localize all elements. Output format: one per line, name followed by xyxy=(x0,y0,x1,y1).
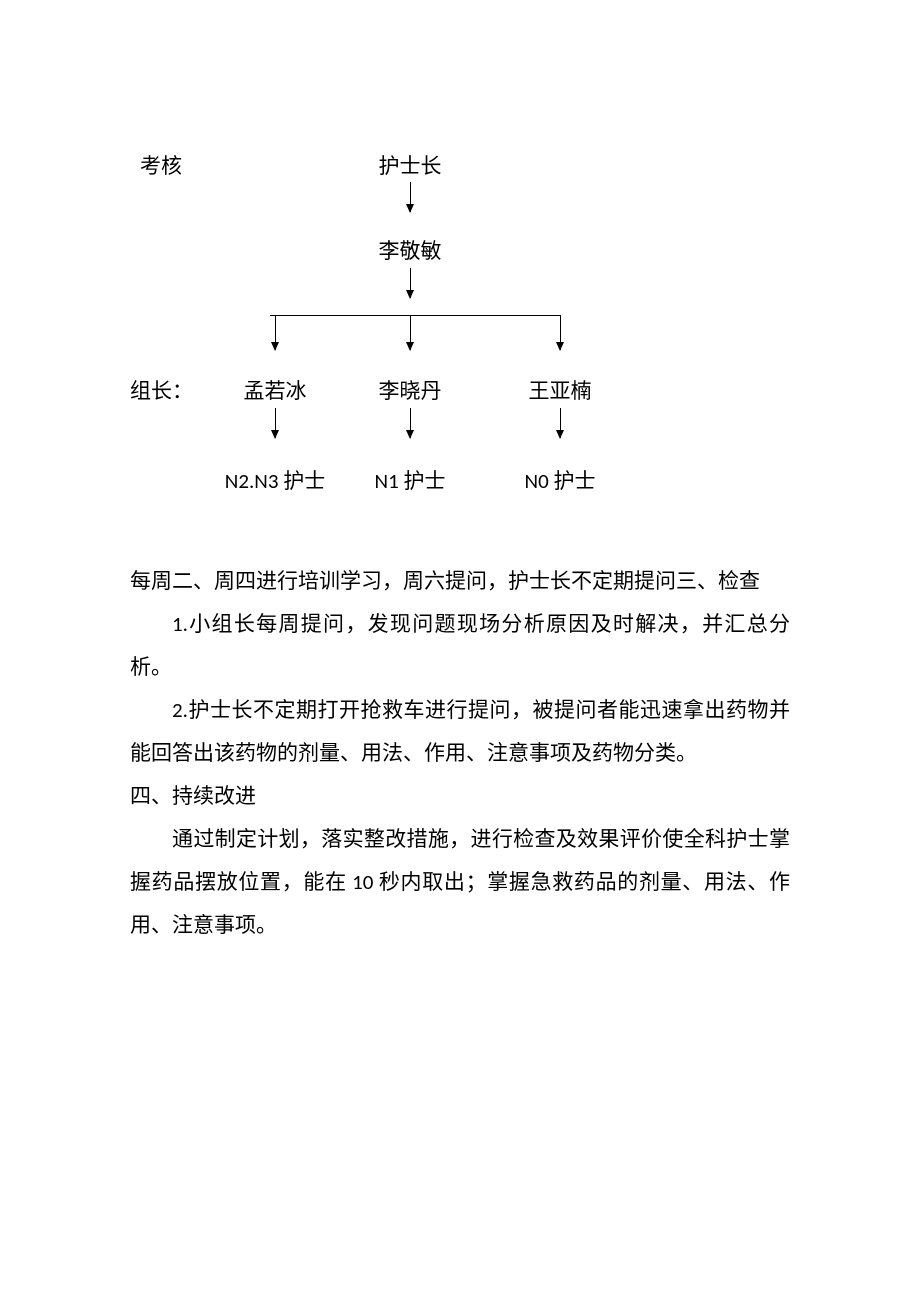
node-second: 李敬敏 xyxy=(379,235,442,265)
paragraph: 1.小组长每周提问，发现问题现场分析原因及时解决，并汇总分析。 xyxy=(130,603,790,689)
node-top: 护士长 xyxy=(379,150,442,180)
label-exam: 考核 xyxy=(140,150,182,180)
arrow xyxy=(275,315,276,350)
arrow xyxy=(410,268,411,298)
hline xyxy=(270,315,560,316)
node-leader-0: 孟若冰 xyxy=(244,375,307,405)
arrow xyxy=(560,408,561,438)
node-bottom-0: N2.N3 护士 xyxy=(225,465,325,495)
arrow xyxy=(275,408,276,438)
arrow xyxy=(410,408,411,438)
node-bottom-2: N0 护士 xyxy=(525,465,596,495)
node-bottom-1: N1 护士 xyxy=(375,465,446,495)
node-leader-1: 李晓丹 xyxy=(379,375,442,405)
arrow xyxy=(560,315,561,350)
body-text: 每周二、周四进行培训学习，周六提问，护士长不定期提问三、检查 1.小组长每周提问… xyxy=(130,560,790,947)
paragraph: 2.护士长不定期打开抢救车进行提问，被提问者能迅速拿出药物并能回答出该药物的剂量… xyxy=(130,689,790,775)
heading: 四、持续改进 xyxy=(130,775,790,818)
paragraph: 通过制定计划，落实整改措施，进行检查及效果评价使全科护士掌握药品摆放位置，能在 … xyxy=(130,818,790,947)
arrow xyxy=(410,315,411,350)
paragraph: 每周二、周四进行培训学习，周六提问，护士长不定期提问三、检查 xyxy=(130,560,790,603)
node-leader-2: 王亚楠 xyxy=(529,375,592,405)
arrow xyxy=(410,182,411,212)
org-tree-diagram: 考核 护士长 李敬敏 组长： 孟若冰 李晓丹 王亚楠 N2.N3 护士 N1 护… xyxy=(130,150,790,520)
label-leader: 组长： xyxy=(130,375,193,405)
